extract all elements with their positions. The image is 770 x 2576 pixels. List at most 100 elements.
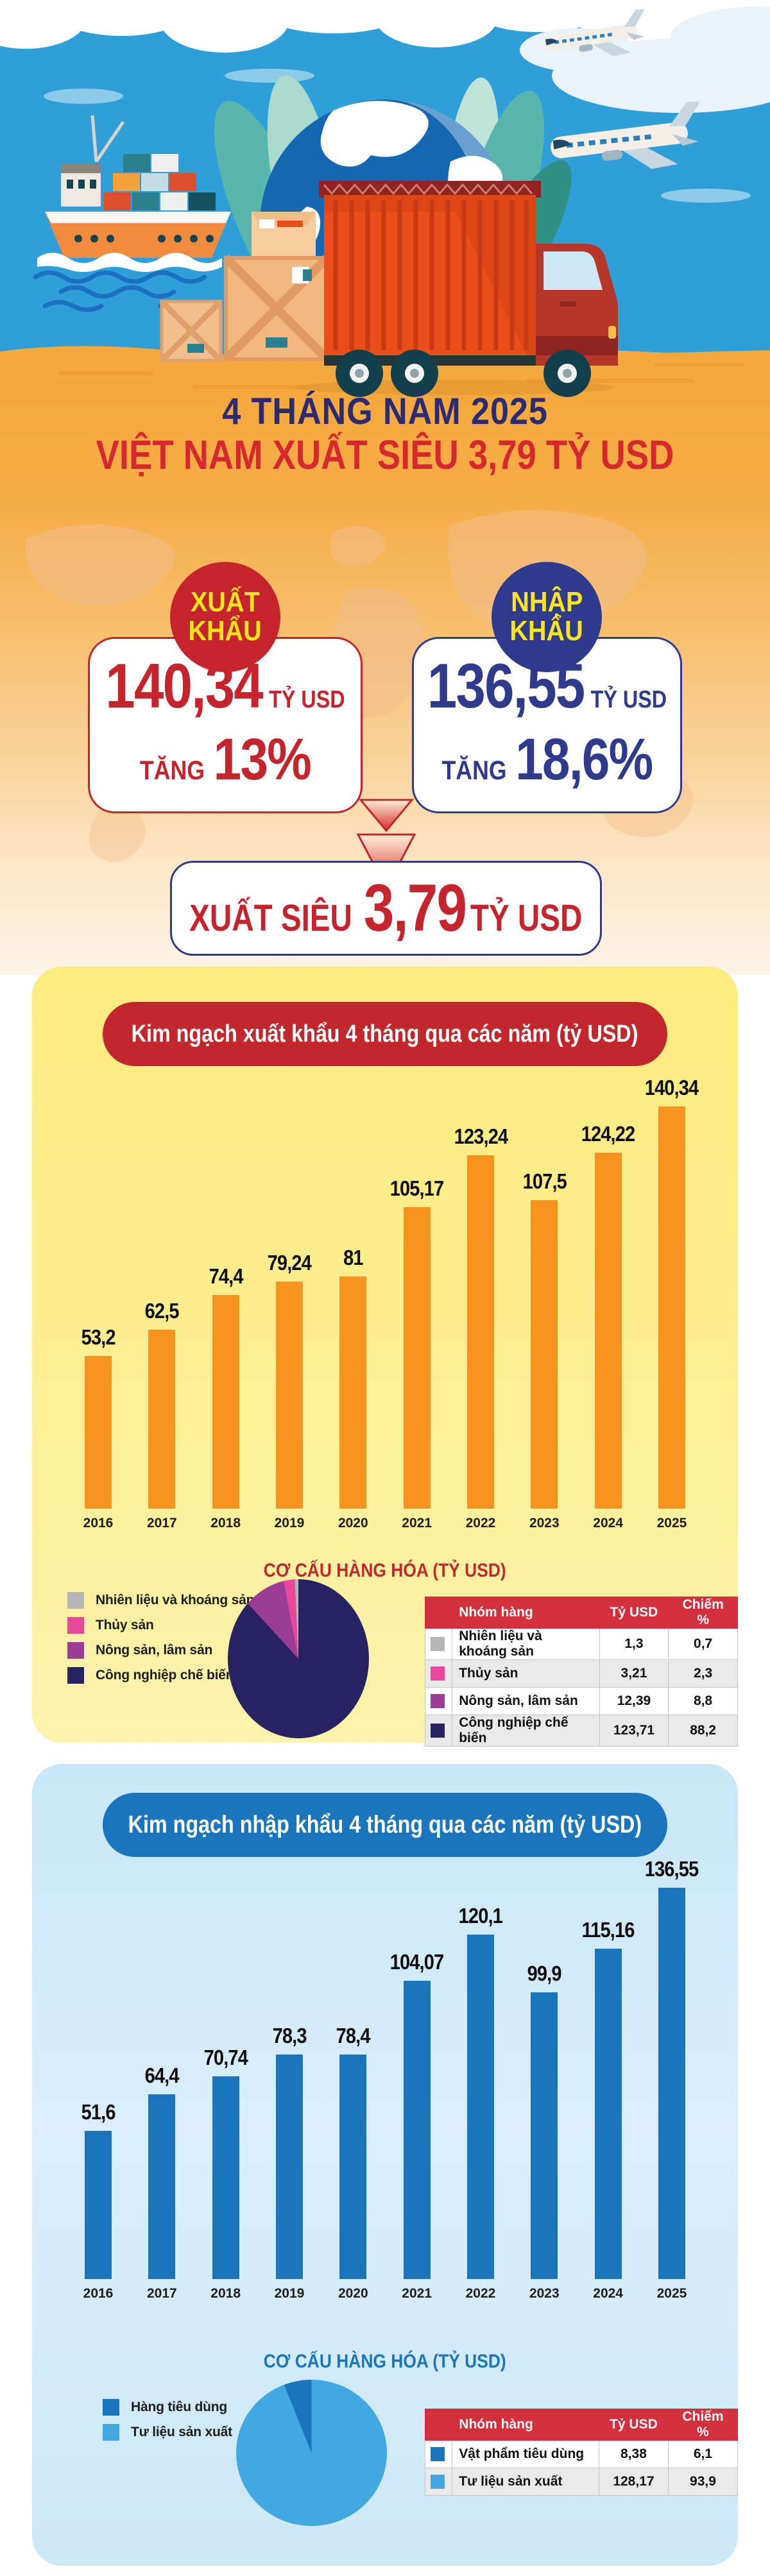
import-pie-chart xyxy=(236,2380,387,2526)
bar-value-label: 78,4 xyxy=(336,2024,371,2047)
bar-value-label: 124,22 xyxy=(581,1122,635,1146)
bar-value-label: 105,17 xyxy=(389,1176,444,1200)
bar-year-label: 2023 xyxy=(529,2286,560,2301)
row-color-chip-cell xyxy=(424,1715,453,1747)
bar-year-label: 2022 xyxy=(465,2286,496,2301)
export-bar-chart: 53,2 2016 62,5 2017 74,4 2018 79,24 2019 81 2020 1… xyxy=(71,1076,699,1534)
export-badge: XUẤT KHẨU xyxy=(170,562,280,672)
bar-2019 xyxy=(275,2055,303,2279)
bar-year-label: 2016 xyxy=(83,2286,114,2301)
legend-label: Nhiên liệu và khoáng sản xyxy=(96,1593,255,1607)
bar-year-label: 2020 xyxy=(338,2286,368,2301)
import-unit: TỶ USD xyxy=(590,686,667,713)
export-badge-line1: XUẤT xyxy=(191,586,260,618)
bar-column-2023: 99,9 2023 xyxy=(517,1962,572,2305)
table-header-cell: Nhóm hàng xyxy=(452,1597,600,1629)
row-share-pct: 0,7 xyxy=(668,1628,738,1660)
bar-value-label: 123,24 xyxy=(454,1124,508,1148)
table-header-cell: Tỷ USD xyxy=(598,2409,669,2441)
bar-year-label: 2023 xyxy=(529,1516,560,1530)
bar-value-label: 70,74 xyxy=(203,2046,248,2069)
legend-item: Công nghiệp chế biến xyxy=(67,1667,254,1684)
bar-year-label: 2024 xyxy=(593,1516,623,1530)
legend-color-chip xyxy=(67,1642,84,1659)
page-title: VIỆT NAM XUẤT SIÊU 3,79 TỶ USD xyxy=(96,432,674,478)
row-color-chip xyxy=(431,1666,445,1681)
legend-label: Tư liệu sản xuất xyxy=(131,2425,232,2439)
trade-surplus-box: XUẤT SIÊU 3,79 TỶ USD xyxy=(170,861,602,956)
legend-label: Thủy sản xyxy=(96,1618,154,1632)
bar-value-label: 99,9 xyxy=(527,1962,562,1985)
surplus-value: 3,79 xyxy=(364,870,467,945)
import-badge-line1: NHẬP xyxy=(510,586,583,618)
row-group-name: Công nghiệp chế biến xyxy=(452,1715,600,1747)
bar-column-2025: 140,34 2025 xyxy=(644,1076,699,1534)
bar-year-label: 2017 xyxy=(146,2286,177,2301)
row-value-ty-usd: 123,71 xyxy=(599,1715,669,1747)
table-header: Nhóm hàng Tỷ USD Chiếm % xyxy=(424,2409,739,2441)
bar-2017 xyxy=(148,2094,176,2279)
row-share-pct: 6,1 xyxy=(667,2440,739,2468)
table-header-chip-cell xyxy=(424,1597,453,1629)
bar-year-label: 2022 xyxy=(465,1516,496,1530)
table-header-cell: Tỷ USD xyxy=(599,1597,669,1629)
bar-2023 xyxy=(531,1200,558,1509)
table-row: Vật phẩm tiêu dùng 8,38 6,1 xyxy=(424,2440,739,2468)
bar-column-2021: 104,07 2021 xyxy=(389,1950,445,2305)
bar-year-label: 2025 xyxy=(656,1516,687,1530)
legend-color-chip xyxy=(67,1667,84,1684)
bar-year-label: 2018 xyxy=(210,2286,241,2301)
table-header: Nhóm hàng Tỷ USD Chiếm % xyxy=(424,1597,738,1629)
table-row: Nông sản, lâm sản 12,39 8,8 xyxy=(424,1687,738,1715)
bar-2017 xyxy=(148,1330,176,1509)
bar-column-2024: 124,22 2024 xyxy=(581,1122,636,1534)
table-header-row: Nhóm hàng Tỷ USD Chiếm % xyxy=(424,2409,739,2441)
row-group-name: Nông sản, lâm sản xyxy=(452,1687,600,1715)
bar-year-label: 2019 xyxy=(274,2286,305,2301)
table-body: Nhiên liệu và khoáng sản 1,3 0,7 Thủy sản 3,… xyxy=(424,1628,738,1747)
bar-value-label: 115,16 xyxy=(581,1918,635,1942)
import-bar-chart: 51,6 2016 64,4 2017 70,74 2018 78,3 2019 78,4 202… xyxy=(71,1857,699,2305)
bar-column-2023: 107,5 2023 xyxy=(517,1169,572,1534)
legend-label: Công nghiệp chế biến xyxy=(96,1668,234,1682)
bar-2019 xyxy=(275,1282,303,1509)
row-group-name: Tư liệu sản xuất xyxy=(452,2468,599,2496)
row-color-chip-cell xyxy=(424,2440,453,2468)
table-header-chip-cell xyxy=(424,2409,453,2441)
bar-2024 xyxy=(594,1949,622,2279)
legend-label: Hàng tiêu dùng xyxy=(131,2400,228,2414)
container-truck-icon xyxy=(295,181,618,397)
clouds xyxy=(0,0,770,203)
bar-column-2022: 123,24 2022 xyxy=(453,1124,508,1534)
row-color-chip xyxy=(431,2447,445,2461)
bar-column-2016: 51,6 2016 xyxy=(71,2100,126,2305)
import-growth-label: TĂNG xyxy=(441,755,507,785)
airplane-icon xyxy=(551,101,701,169)
bar-2025 xyxy=(658,1106,685,1509)
legend-color-chip xyxy=(103,2424,119,2441)
surplus-unit: TỶ USD xyxy=(470,897,583,939)
bar-column-2019: 79,24 2019 xyxy=(262,1251,317,1534)
import-growth-value: 18,6% xyxy=(515,727,653,792)
bar-year-label: 2024 xyxy=(593,2286,623,2301)
legend-color-chip xyxy=(103,2399,119,2416)
table-header-cell: Chiếm % xyxy=(668,1597,738,1629)
bar-column-2022: 120,1 2022 xyxy=(453,1904,508,2305)
bar-column-2020: 81 2020 xyxy=(325,1246,381,1534)
bar-value-label: 107,5 xyxy=(522,1169,567,1193)
bar-2025 xyxy=(658,1888,685,2279)
hero-illustration xyxy=(0,0,770,398)
row-share-pct: 93,9 xyxy=(667,2468,739,2496)
legend-label: Nông sản, lâm sản xyxy=(96,1643,213,1657)
bar-value-label: 53,2 xyxy=(81,1325,116,1349)
row-color-chip xyxy=(431,1694,445,1708)
bar-2023 xyxy=(531,1992,558,2279)
bar-year-label: 2018 xyxy=(210,1516,241,1530)
table-header-cell: Chiếm % xyxy=(667,2409,739,2441)
crates-icon xyxy=(159,212,330,363)
bar-value-label: 62,5 xyxy=(144,1299,180,1323)
table-row: Công nghiệp chế biến 123,71 88,2 xyxy=(424,1715,738,1747)
bar-2016 xyxy=(85,1356,112,1509)
bar-year-label: 2016 xyxy=(83,1516,114,1530)
bar-column-2019: 78,3 2019 xyxy=(262,2024,317,2305)
